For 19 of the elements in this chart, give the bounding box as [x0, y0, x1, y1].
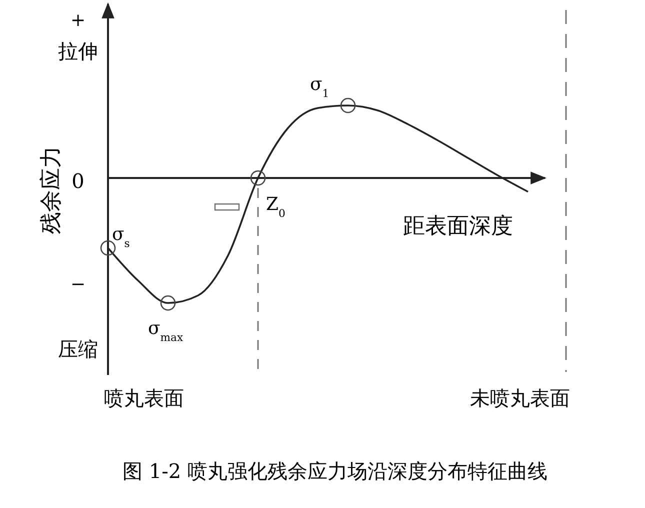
text: 未喷丸表面	[470, 386, 570, 410]
text: 拉伸	[58, 39, 98, 63]
point	[160, 295, 176, 311]
text: Z	[266, 194, 279, 215]
x-axis-title: 距表面深度	[403, 214, 513, 239]
point	[100, 240, 116, 256]
text: 0	[72, 169, 84, 193]
text: 压缩	[58, 337, 98, 361]
text: σ$_{max}$	[148, 318, 184, 344]
text: 图 1-2 喷丸强化残余应力场沿深度分布特征曲线	[122, 459, 548, 483]
point	[340, 98, 356, 114]
text: +	[70, 10, 86, 31]
text: σ$_{1}$	[310, 74, 330, 100]
annotation: σ$_{s}$	[112, 224, 130, 250]
y-axis-title: 残余应力	[39, 146, 64, 234]
annotation: 0	[278, 206, 286, 220]
text: −	[70, 274, 86, 295]
point	[250, 170, 266, 186]
text: 喷丸表面	[104, 386, 184, 410]
